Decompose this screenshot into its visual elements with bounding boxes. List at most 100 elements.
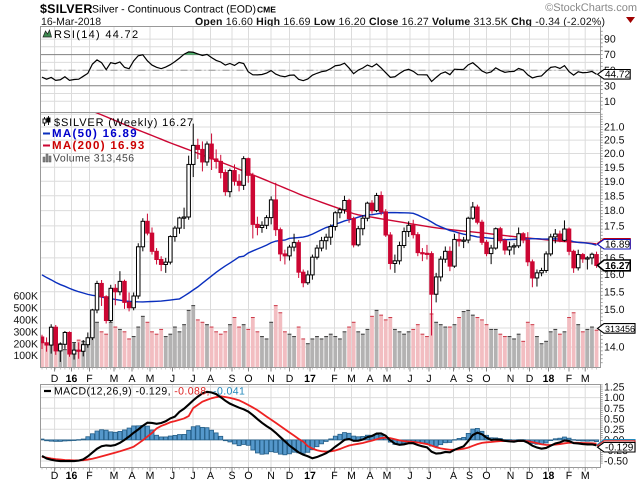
- svg-text:M: M: [146, 470, 155, 482]
- svg-text:RSI(14) 44.72: RSI(14) 44.72: [54, 29, 139, 41]
- svg-text:N: N: [267, 470, 275, 482]
- svg-text:MA(50) 16.89: MA(50) 16.89: [52, 128, 138, 140]
- svg-text:O: O: [244, 470, 252, 482]
- svg-text:F: F: [86, 470, 92, 482]
- svg-text:16.27: 16.27: [605, 261, 630, 272]
- svg-text:O: O: [482, 470, 490, 482]
- svg-text:400K: 400K: [13, 315, 38, 327]
- svg-text:A: A: [450, 470, 457, 482]
- svg-text:A: A: [207, 373, 214, 385]
- svg-text:F: F: [566, 470, 572, 482]
- svg-text:F: F: [331, 470, 337, 482]
- svg-text:16: 16: [66, 373, 78, 385]
- svg-text:16.0: 16.0: [604, 269, 625, 281]
- svg-text:J: J: [170, 373, 175, 385]
- svg-text:MACD(12,26,9) -0.129, -0.088,: MACD(12,26,9) -0.129, -0.088, -0.041: [54, 386, 245, 398]
- svg-text:S: S: [228, 373, 235, 385]
- svg-text:F: F: [566, 373, 572, 385]
- svg-text:M: M: [383, 470, 392, 482]
- svg-text:O: O: [244, 373, 252, 385]
- svg-text:15.0: 15.0: [604, 304, 625, 316]
- svg-text:300K: 300K: [13, 326, 38, 338]
- svg-text:$SILVER: $SILVER: [40, 2, 93, 16]
- svg-text:14.0: 14.0: [604, 342, 625, 354]
- svg-text:500K: 500K: [13, 303, 38, 315]
- svg-text:18.0: 18.0: [604, 205, 625, 217]
- svg-text:19.5: 19.5: [604, 162, 625, 174]
- svg-text:M: M: [110, 373, 119, 385]
- svg-text:MA(200) 16.93: MA(200) 16.93: [52, 140, 146, 152]
- svg-text:30: 30: [604, 80, 616, 92]
- svg-text:Open 16.60 High 16.69 Low 16.2: Open 16.60 High 16.69 Low 16.20 Close 16…: [195, 16, 605, 28]
- svg-text:D: D: [286, 373, 294, 385]
- svg-text:F: F: [331, 373, 337, 385]
- svg-text:17.5: 17.5: [604, 221, 625, 233]
- svg-text:200K: 200K: [13, 338, 38, 350]
- svg-text:A: A: [128, 470, 135, 482]
- svg-text:0.75: 0.75: [604, 403, 625, 415]
- svg-text:0.50: 0.50: [604, 413, 625, 425]
- svg-text:J: J: [407, 470, 412, 482]
- svg-text:D: D: [526, 373, 534, 385]
- svg-text:Volume 313,456: Volume 313,456: [53, 153, 135, 165]
- svg-text:90: 90: [604, 34, 616, 46]
- svg-text:44.72: 44.72: [605, 70, 630, 81]
- svg-text:S: S: [466, 470, 473, 482]
- svg-text:0.25: 0.25: [604, 424, 625, 436]
- svg-text:20.5: 20.5: [604, 135, 625, 147]
- svg-text:S: S: [466, 373, 473, 385]
- svg-text:21.0: 21.0: [604, 122, 625, 134]
- svg-text:18.5: 18.5: [604, 190, 625, 202]
- svg-text:N: N: [507, 470, 515, 482]
- svg-text:100K: 100K: [13, 350, 38, 362]
- svg-text:16.89: 16.89: [605, 240, 630, 251]
- svg-text:17: 17: [304, 373, 316, 385]
- svg-text:20.0: 20.0: [604, 148, 625, 160]
- svg-text:J: J: [190, 470, 195, 482]
- svg-text:J: J: [407, 373, 412, 385]
- svg-text:J: J: [190, 373, 195, 385]
- svg-text:A: A: [128, 373, 135, 385]
- svg-text:15.5: 15.5: [604, 286, 625, 298]
- svg-text:©StockCharts.com: ©StockCharts.com: [545, 2, 637, 14]
- svg-text:19.0: 19.0: [604, 176, 625, 188]
- svg-text:F: F: [86, 373, 92, 385]
- svg-text:A: A: [366, 373, 373, 385]
- svg-text:$SILVER (Weekly) 16.27: $SILVER (Weekly) 16.27: [54, 117, 194, 129]
- svg-text:M: M: [347, 373, 356, 385]
- svg-text:N: N: [267, 373, 275, 385]
- svg-text:1.25: 1.25: [604, 382, 625, 394]
- svg-text:D: D: [286, 470, 294, 482]
- svg-text:70: 70: [604, 49, 616, 61]
- svg-text:S: S: [228, 470, 235, 482]
- svg-text:A: A: [366, 470, 373, 482]
- svg-text:M: M: [146, 373, 155, 385]
- svg-text:J: J: [170, 470, 175, 482]
- svg-text:D: D: [526, 470, 534, 482]
- svg-text:313456: 313456: [605, 324, 635, 334]
- svg-text:A: A: [207, 470, 214, 482]
- svg-text:D: D: [51, 373, 59, 385]
- svg-text:Silver - Continuous Contract (: Silver - Continuous Contract (EOD): [92, 4, 256, 16]
- svg-text:M: M: [383, 373, 392, 385]
- svg-text:17: 17: [304, 470, 316, 482]
- svg-text:N: N: [507, 373, 515, 385]
- svg-text:18: 18: [543, 470, 555, 482]
- svg-text:1.00: 1.00: [604, 392, 625, 404]
- svg-text:16: 16: [66, 470, 78, 482]
- svg-text:10: 10: [604, 96, 616, 108]
- svg-text:CME: CME: [257, 5, 276, 15]
- svg-text:16-Mar-2018: 16-Mar-2018: [41, 16, 101, 28]
- svg-text:-0.129: -0.129: [605, 443, 634, 454]
- svg-text:D: D: [51, 470, 59, 482]
- svg-text:M: M: [581, 373, 590, 385]
- svg-text:M: M: [347, 470, 356, 482]
- svg-text:600K: 600K: [13, 291, 38, 303]
- svg-text:J: J: [426, 373, 431, 385]
- svg-text:18: 18: [543, 373, 555, 385]
- svg-text:O: O: [482, 373, 490, 385]
- svg-text:M: M: [110, 470, 119, 482]
- svg-text:-0.50: -0.50: [604, 456, 628, 468]
- svg-text:J: J: [426, 470, 431, 482]
- svg-text:M: M: [581, 470, 590, 482]
